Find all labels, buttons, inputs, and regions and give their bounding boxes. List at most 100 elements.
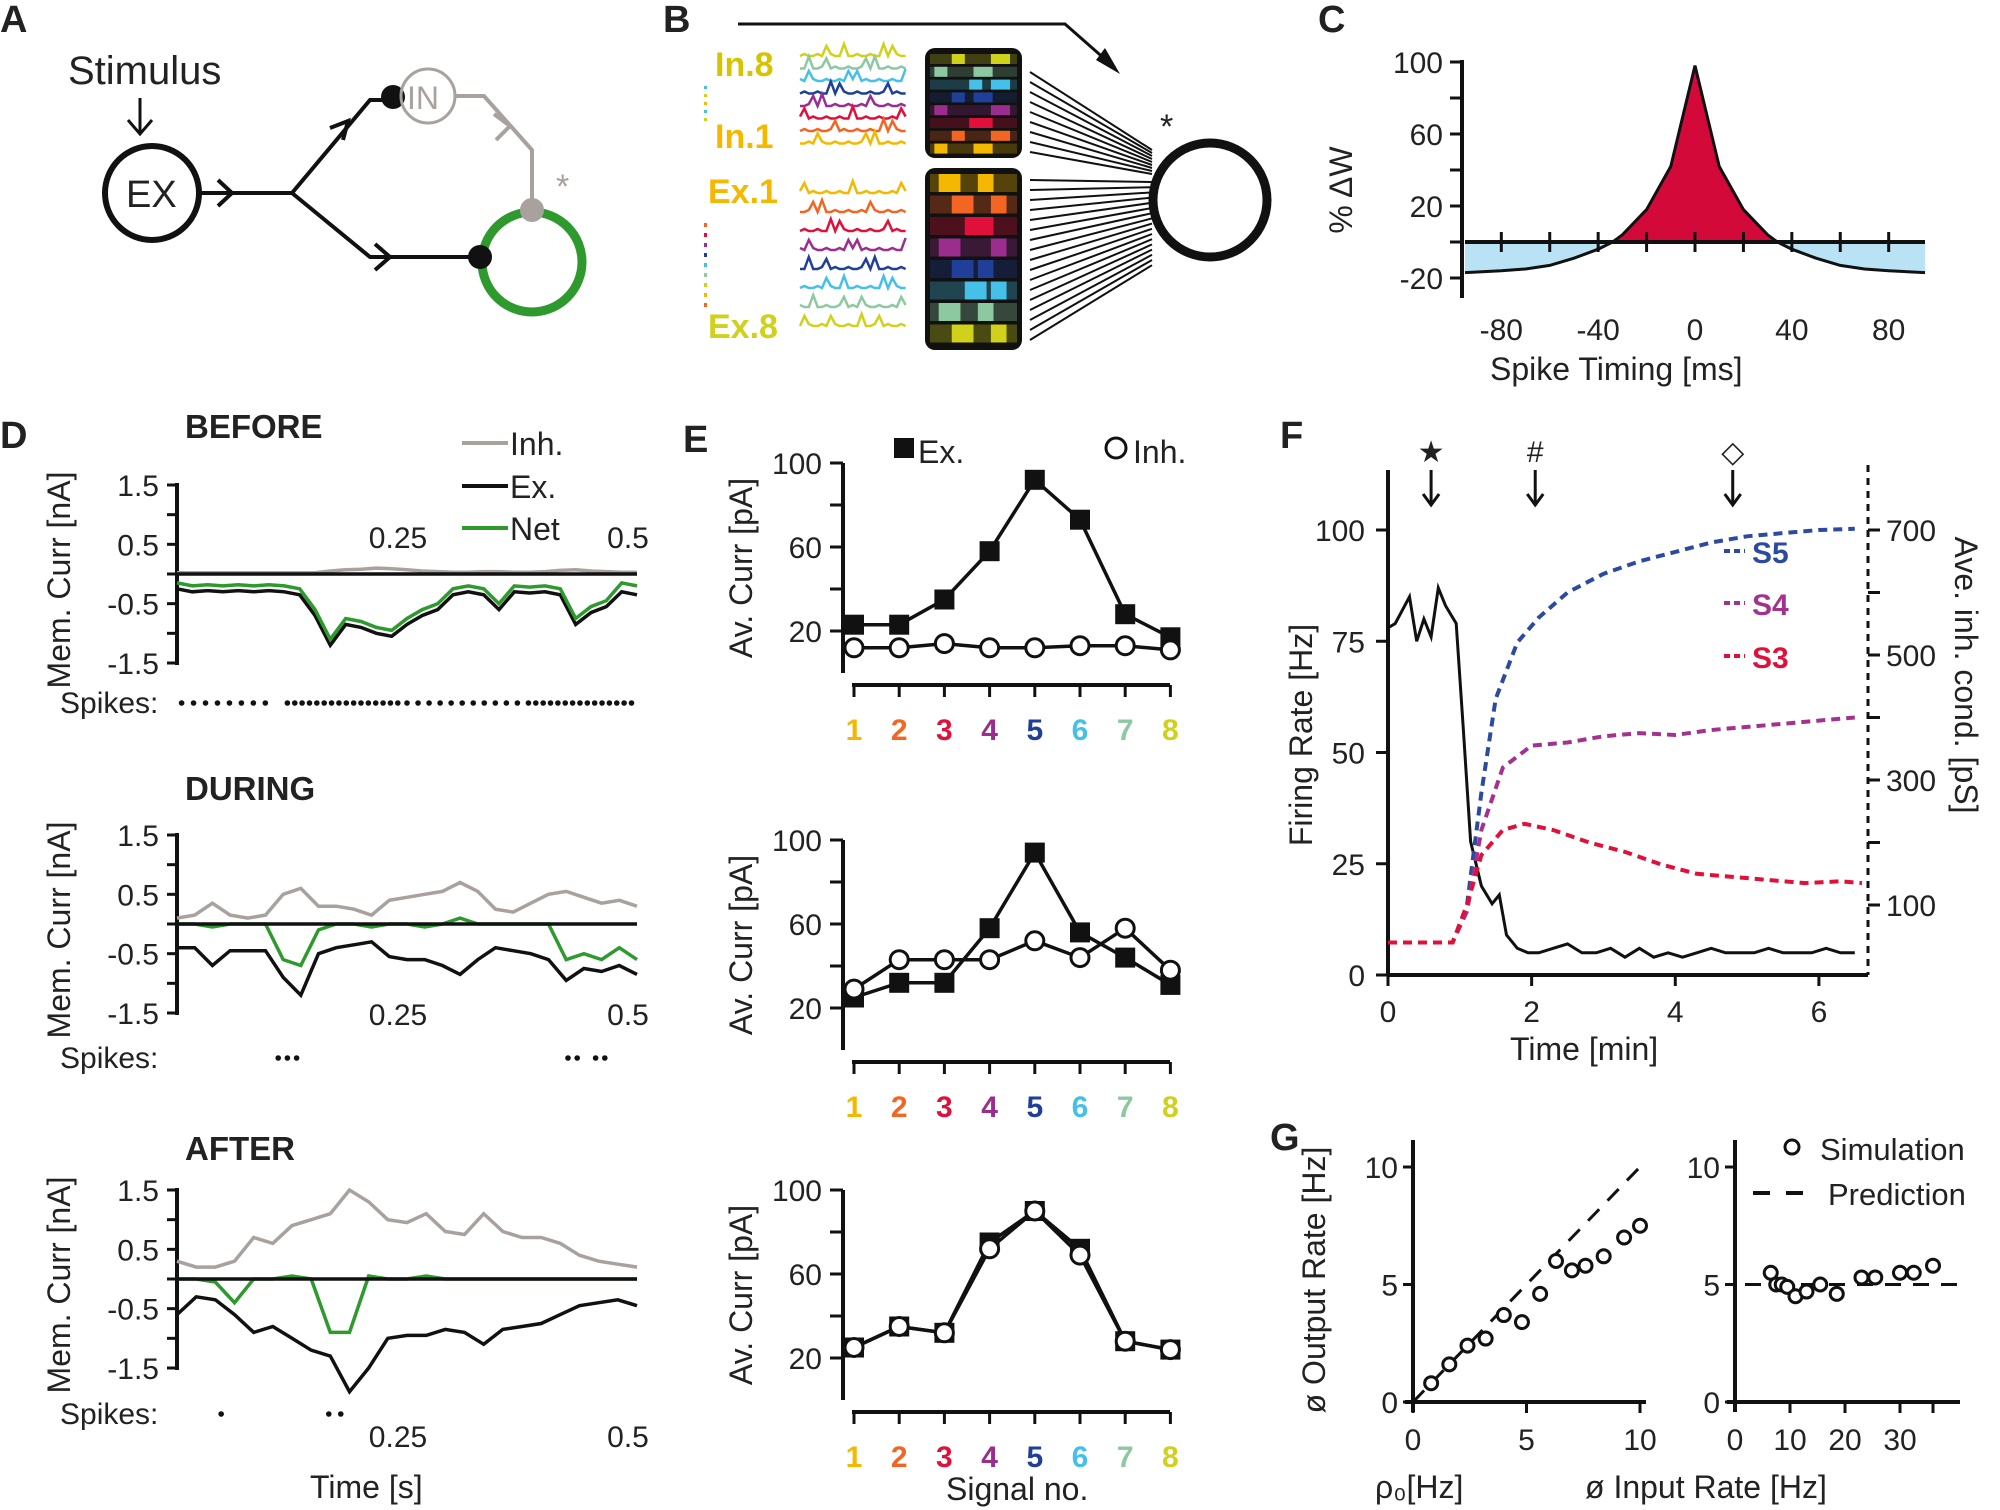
- in-neuron-node: [399, 67, 457, 125]
- g-right-y-tick-label: 0: [1703, 1387, 1720, 1420]
- ex-neuron-node: [102, 143, 202, 243]
- d-y-tick-label: -1.5: [107, 648, 159, 681]
- spike-dot: [555, 700, 561, 706]
- synapse-dot-inhibitory: [520, 198, 544, 222]
- e-point-ex: [1024, 469, 1045, 490]
- f-xlabel: Time [min]: [1510, 1031, 1658, 1067]
- c-x-tick-label: -40: [1576, 314, 1619, 347]
- g-right-sim-point: [1925, 1257, 1941, 1274]
- e-point-inh: [888, 1316, 910, 1337]
- g-left-sim-point: [1477, 1330, 1494, 1347]
- e-y-tick-label: 100: [772, 825, 822, 858]
- d-title-after: AFTER: [185, 1130, 295, 1167]
- c-y-tick-label: 20: [1410, 191, 1443, 224]
- label-ex8: Ex.8: [708, 308, 778, 346]
- g-left-x-tick-label: 10: [1623, 1424, 1656, 1457]
- f-y-tick-label: 25: [1332, 849, 1365, 882]
- e-x-tick-label: 5: [1026, 714, 1043, 747]
- e-point-inh: [843, 978, 865, 1000]
- ex-in-arrow-icon: [329, 117, 351, 141]
- f-y-tick-label: 75: [1332, 626, 1365, 659]
- panel-label-a: A: [0, 0, 27, 41]
- panel-f-timecourse: Time [min] Firing Rate [Hz] Ave. inh. co…: [1283, 436, 1984, 1067]
- raster-burst: [990, 105, 1011, 116]
- raster-burst: [990, 130, 1011, 141]
- e-x-tick-label: 7: [1117, 1091, 1134, 1124]
- e-point-inh: [933, 1322, 955, 1344]
- panel-d-currents: BEFORE DURING AFTER Inh. Ex. Net Time [s…: [41, 408, 649, 1505]
- f-series-s4: [1388, 715, 1855, 945]
- d-y-tick-label: 0.5: [117, 529, 159, 562]
- g-left-x-tick-label: 5: [1518, 1424, 1535, 1457]
- legend-label-prediction: Prediction: [1828, 1177, 1966, 1212]
- f-series-firing-rate: [1387, 582, 1855, 959]
- f-y-tick-label: 50: [1332, 738, 1365, 771]
- d-y-tick-label: -1.5: [107, 998, 159, 1031]
- g-left-y-tick-label: 0: [1381, 1387, 1398, 1420]
- spikes-label: Spikes:: [60, 1398, 158, 1431]
- g-left-sim-point: [1548, 1253, 1565, 1269]
- e-point-ex: [1115, 604, 1136, 625]
- g-left-xlabel: ρ₀[Hz]: [1375, 1469, 1463, 1505]
- spike-dot: [365, 700, 372, 706]
- e-point-inh: [1024, 930, 1046, 952]
- e-x-tick-label: 2: [891, 1441, 908, 1474]
- raster-burst: [990, 195, 1007, 214]
- spike-dot: [226, 700, 233, 706]
- spike-dot: [380, 700, 386, 706]
- trace-ex: [176, 587, 638, 649]
- raster-burst: [990, 324, 1007, 343]
- d-y-tick-label: 1.5: [117, 1175, 159, 1208]
- e-x-tick-label: 5: [1026, 1441, 1043, 1474]
- g-right-sim-point: [1828, 1285, 1845, 1302]
- synapse-line-ex: [1029, 253, 1153, 321]
- f-y-right-tick-label: 100: [1886, 890, 1936, 923]
- spike-dot: [415, 700, 421, 706]
- c-x-tick-label: -80: [1480, 314, 1523, 347]
- spike-dot: [328, 700, 335, 706]
- panel-e-averages: Ex. Inh. Signal no. 100 60 20 Av. Curr [pA]…: [723, 434, 1186, 1507]
- e-point-inh: [933, 949, 955, 971]
- in-ellipsis-dot: [704, 86, 707, 89]
- spike-dot: [218, 1411, 224, 1417]
- signal-trace-in-5: [799, 77, 906, 97]
- synapse-line-in: [1029, 81, 1153, 154]
- label-in1: In.1: [715, 118, 774, 156]
- spike-dot: [606, 700, 613, 706]
- spike-dot: [358, 700, 364, 706]
- e-point-inh: [933, 633, 955, 655]
- spike-dot: [562, 700, 569, 706]
- e-point-ex: [844, 614, 864, 635]
- f-x-tick-label: 2: [1523, 996, 1540, 1029]
- g-right-sim-point: [1798, 1283, 1815, 1300]
- e-point-ex: [1024, 842, 1045, 863]
- ex-arrow-icon: [216, 178, 235, 208]
- d-x-tick-label: 0.5: [607, 522, 649, 555]
- signal-trace-ex-5: [800, 253, 907, 273]
- d-y-tick-label: -0.5: [107, 1294, 159, 1327]
- spike-dot: [238, 700, 245, 706]
- c-xlabel: Spike Timing [ms]: [1490, 351, 1743, 387]
- ex-target-arrow-icon: [373, 242, 394, 272]
- synapse-fan-lines: [1029, 71, 1153, 341]
- signal-trace-ex-1: [798, 177, 907, 195]
- spike-dot: [306, 700, 313, 706]
- f-y-tick-label: 100: [1315, 515, 1365, 548]
- c-y-tick-label: -20: [1400, 263, 1443, 296]
- synapse-line-in: [1029, 131, 1153, 169]
- e-point-inh: [1069, 1244, 1091, 1266]
- raster-burst: [973, 143, 993, 154]
- d-y-tick-label: 1.5: [117, 470, 159, 503]
- panel-label-f: F: [1280, 415, 1303, 457]
- signal-trace-ex-3: [799, 215, 906, 235]
- ex-ellipsis-dot: [704, 223, 707, 227]
- e-point-inh: [1114, 635, 1136, 657]
- g-left-x-tick-label: 0: [1405, 1424, 1422, 1457]
- c-x-tick-label: 0: [1687, 314, 1704, 347]
- raster-burst: [951, 130, 965, 141]
- d-x-tick-label: 0.5: [607, 1421, 649, 1454]
- e-x-tick-label: 7: [1117, 1441, 1134, 1474]
- ex-neuron-label: EX: [126, 174, 177, 216]
- panel-label-e: E: [683, 419, 708, 461]
- g-right-xlabel: ø Input Rate [Hz]: [1585, 1469, 1827, 1505]
